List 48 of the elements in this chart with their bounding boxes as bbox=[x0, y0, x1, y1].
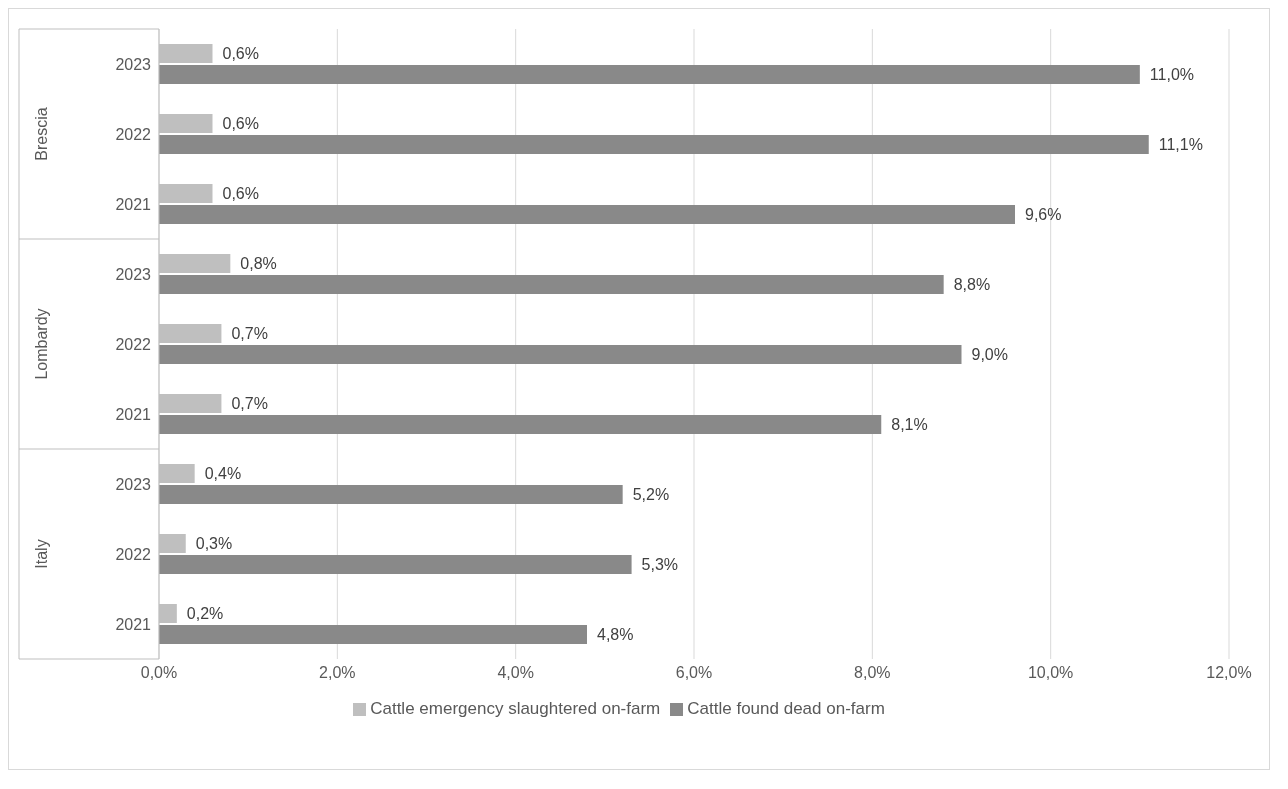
x-tick-label: 8,0% bbox=[854, 664, 891, 682]
y-tick-label: 2023 bbox=[115, 475, 152, 493]
data-label: 0,3% bbox=[195, 535, 233, 552]
y-tick-label: 2022 bbox=[115, 125, 152, 143]
bar bbox=[159, 625, 587, 644]
bar bbox=[159, 65, 1140, 84]
bar bbox=[159, 275, 944, 294]
text: Lombardy bbox=[32, 308, 50, 380]
data-label: 11,1% bbox=[1158, 136, 1203, 153]
x-tick-label: 10,0% bbox=[1027, 664, 1074, 682]
data-label: 8,1% bbox=[891, 416, 928, 433]
y-tick-label: 2022 bbox=[115, 335, 152, 353]
legend-label: Cattle emergency slaughtered on-farm bbox=[370, 699, 661, 718]
data-label: 5,2% bbox=[632, 486, 670, 503]
y-tick-label: 2021 bbox=[115, 615, 152, 633]
data-label: 4,8% bbox=[597, 626, 634, 643]
x-tick-label: 4,0% bbox=[497, 664, 534, 682]
data-label: 0,6% bbox=[222, 185, 259, 202]
x-tick-label: 6,0% bbox=[675, 664, 713, 682]
y-tick-label: 2023 bbox=[115, 265, 152, 283]
data-label: 0,2% bbox=[186, 605, 224, 622]
legend-label: Cattle found dead on-farm bbox=[687, 699, 885, 718]
data-label: 9,6% bbox=[1025, 206, 1062, 223]
data-label: 9,0% bbox=[971, 346, 1008, 363]
text: Brescia bbox=[32, 107, 50, 161]
bar bbox=[159, 485, 623, 504]
data-label: 11,0% bbox=[1149, 66, 1195, 83]
y-tick-label: 2021 bbox=[115, 405, 152, 423]
x-tick-label: 0,0% bbox=[140, 664, 178, 682]
bar bbox=[159, 205, 1015, 224]
y-tick-label: 2021 bbox=[115, 195, 152, 213]
data-label: 0,7% bbox=[231, 395, 268, 412]
bar bbox=[159, 415, 882, 434]
data-label: 0,7% bbox=[231, 325, 268, 342]
x-tick-label: 2,0% bbox=[319, 664, 356, 682]
data-label: 0,6% bbox=[222, 45, 259, 62]
data-label: 0,6% bbox=[222, 115, 259, 132]
data-label: 0,4% bbox=[204, 465, 242, 482]
bar bbox=[159, 345, 962, 364]
y-tick-label: 2023 bbox=[115, 55, 152, 73]
text: Italy bbox=[32, 539, 50, 569]
y-tick-label: 2022 bbox=[115, 545, 152, 563]
data-label: 8,8% bbox=[953, 276, 991, 293]
data-label: 0,8% bbox=[240, 255, 277, 272]
bar bbox=[159, 555, 632, 574]
bar bbox=[159, 135, 1149, 154]
x-tick-label: 12,0% bbox=[1206, 664, 1252, 682]
data-label: 5,3% bbox=[641, 556, 679, 573]
